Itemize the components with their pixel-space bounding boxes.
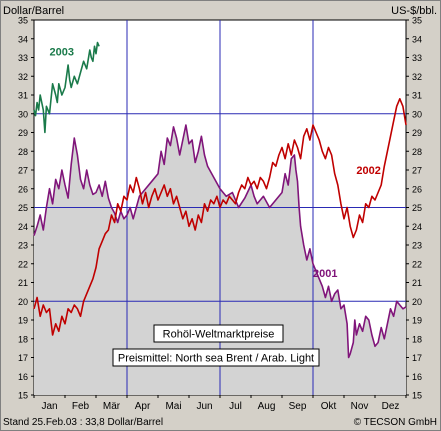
- y-tick-label-left: 28: [18, 147, 28, 157]
- y-tick-label-left: 23: [18, 241, 28, 251]
- y-tick-label-left: 27: [18, 166, 28, 176]
- y-tick-label-right: 32: [412, 72, 422, 82]
- x-tick-label: Jun: [196, 401, 212, 412]
- footer-copyright: © TECSON GmbH: [354, 417, 437, 428]
- series-label-2002: 2002: [356, 165, 380, 177]
- y-tick-label-right: 21: [412, 278, 422, 288]
- x-tick-label: Sep: [289, 401, 307, 412]
- legend-box: Rohöl-Weltmarktpreise Preismittel: North…: [112, 324, 320, 367]
- legend-subtitle: Preismittel: North sea Brent / Arab. Lig…: [118, 353, 314, 365]
- x-tick-label: Okt: [321, 401, 337, 412]
- series-line-2003: [33, 41, 100, 134]
- x-tick-label: Aug: [258, 401, 276, 412]
- x-tick-label: Dez: [382, 401, 400, 412]
- y-tick-label-right: 22: [412, 259, 422, 269]
- y-tick-label-left: 16: [18, 372, 28, 382]
- y-tick-labels-left: 15 16 17 18 19 20 21 22 23 24 25 26 27 28 29 30 31 32 33 34…: [18, 16, 28, 401]
- y-tick-label-right: 25: [412, 203, 422, 213]
- y-tick-label-left: 25: [18, 203, 28, 213]
- x-tick-label: Nov: [351, 401, 369, 412]
- y-tick-label-right: 16: [412, 372, 422, 382]
- y-tick-label-left: 26: [18, 184, 28, 194]
- y-tick-label-left: 33: [18, 53, 28, 63]
- y-tick-label-right: 20: [412, 297, 422, 307]
- y-tick-label-right: 34: [412, 34, 422, 44]
- y-tick-label-left: 22: [18, 259, 28, 269]
- series-line-2001: [33, 124, 407, 359]
- y-tick-label-right: 30: [412, 109, 422, 119]
- y-tick-label-left: 29: [18, 128, 28, 138]
- left-axis-unit: Dollar/Barrel: [3, 5, 64, 17]
- y-tick-label-left: 24: [18, 222, 28, 232]
- x-tick-labels: Jan Feb Mär Apr Mai Jun Jul Aug Sep Okt Nov Dez: [41, 401, 399, 412]
- y-tick-label-left: 34: [18, 34, 28, 44]
- x-tick-label: Apr: [135, 401, 151, 412]
- series-label-2001: 2001: [313, 268, 337, 280]
- y-tick-label-right: 18: [412, 334, 422, 344]
- x-tick-label: Mai: [165, 401, 181, 412]
- series-lines: [33, 41, 407, 359]
- y-tick-label-right: 33: [412, 53, 422, 63]
- series-line-2002: [33, 98, 407, 336]
- y-tick-label-right: 27: [412, 166, 422, 176]
- y-tick-label-right: 19: [412, 316, 422, 326]
- right-axis-unit: US-$/bbl.: [391, 5, 437, 17]
- y-tick-label-left: 30: [18, 109, 28, 119]
- y-tick-label-left: 20: [18, 297, 28, 307]
- y-tick-label-right: 35: [412, 16, 422, 26]
- legend-title: Rohöl-Weltmarktpreise: [163, 329, 275, 341]
- y-tick-label-left: 19: [18, 316, 28, 326]
- footer-stand: Stand 25.Feb.03 : 33,8 Dollar/Barrel: [3, 417, 163, 428]
- y-tick-label-right: 17: [412, 353, 422, 363]
- y-tick-label-left: 35: [18, 16, 28, 26]
- x-tick-label: Jan: [41, 401, 57, 412]
- y-tick-label-left: 32: [18, 72, 28, 82]
- x-tick-label: Jul: [229, 401, 242, 412]
- y-tick-label-right: 28: [412, 147, 422, 157]
- y-tick-label-right: 15: [412, 391, 422, 401]
- y-tick-label-left: 15: [18, 391, 28, 401]
- series-labels: 2001 2002 2003: [50, 47, 381, 280]
- y-tick-label-left: 21: [18, 278, 28, 288]
- y-tick-labels-right: 15 16 17 18 19 20 21 22 23 24 25 26 27 28 29 30 31 32 33 34…: [412, 16, 422, 401]
- y-tick-label-right: 24: [412, 222, 422, 232]
- y-tick-label-right: 26: [412, 184, 422, 194]
- legend-title-box: [153, 324, 284, 343]
- legend-subtitle-box: [112, 348, 320, 367]
- y-tick-label-left: 17: [18, 353, 28, 363]
- y-tick-label-right: 31: [412, 91, 422, 101]
- y-tick-label-right: 23: [412, 241, 422, 251]
- series-label-2003: 2003: [50, 47, 74, 59]
- y-tick-label-left: 31: [18, 91, 28, 101]
- x-tick-label: Mär: [103, 401, 121, 412]
- y-tick-label-left: 18: [18, 334, 28, 344]
- y-tick-label-right: 29: [412, 128, 422, 138]
- x-tick-label: Feb: [72, 401, 90, 412]
